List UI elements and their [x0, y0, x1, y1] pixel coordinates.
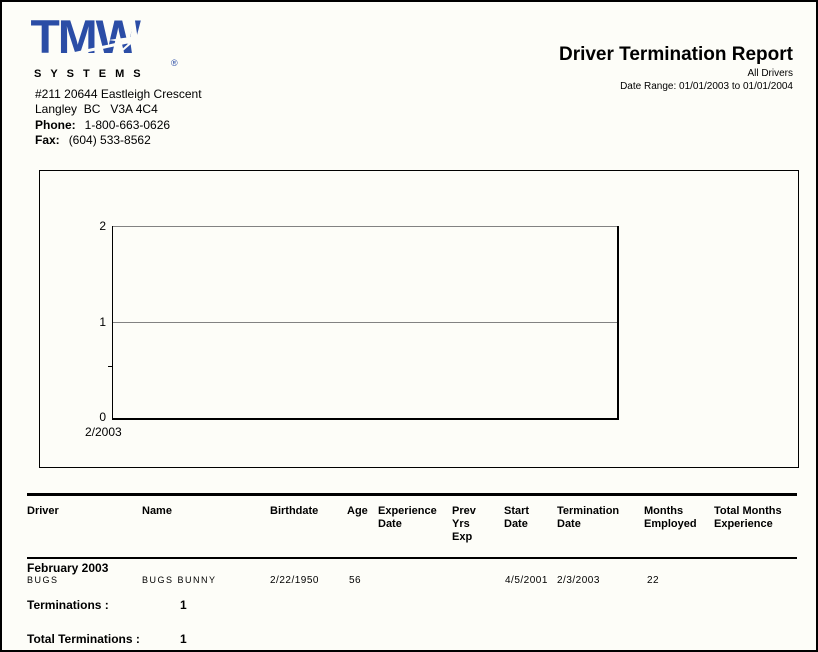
- total-terminations-label: Total Terminations :: [27, 632, 140, 646]
- cell-driver: BUGS: [27, 575, 59, 585]
- table-top-rule: [27, 493, 797, 496]
- cell-age: 56: [349, 575, 362, 586]
- cell-birthdate: 2/22/1950: [270, 575, 319, 586]
- col-header-prev-yrs-exp: Prev Yrs Exp: [452, 505, 476, 543]
- x-tick-label: 2/2003: [85, 425, 122, 439]
- y-tick-label-2: 2: [99, 219, 106, 233]
- col-header-experience-date: Experience Date: [378, 505, 437, 530]
- table-header-rule: [27, 557, 797, 559]
- terminations-value: 1: [180, 598, 187, 612]
- plot-top-line: [113, 226, 618, 227]
- cell-months-employed: 22: [647, 575, 660, 586]
- phone-row: Phone: 1-800-663-0626: [35, 118, 170, 132]
- company-logo: TMW ® SYSTEMS: [30, 10, 182, 84]
- y-axis-minor-tick: [108, 366, 112, 367]
- col-header-termination-date: Termination Date: [557, 505, 620, 530]
- fax-row: Fax: (604) 533-8562: [35, 133, 151, 147]
- report-subtitle: All Drivers: [747, 68, 793, 79]
- phone-label: Phone:: [35, 118, 76, 132]
- terminations-label: Terminations :: [27, 598, 109, 612]
- col-header-birthdate: Birthdate: [270, 505, 319, 517]
- y-tick-label-1: 1: [99, 315, 106, 329]
- col-header-name: Name: [142, 505, 172, 517]
- data-line-value-1: [113, 322, 618, 323]
- col-header-months-employed: Months Employed: [644, 505, 697, 530]
- registered-trademark-icon: ®: [171, 58, 178, 68]
- report-title: Driver Termination Report: [558, 44, 793, 65]
- col-header-age: Age: [347, 505, 368, 517]
- systems-label: SYSTEMS: [34, 68, 150, 80]
- fax-value: (604) 533-8562: [68, 133, 151, 147]
- cell-name: BUGS BUNNY: [142, 575, 217, 585]
- total-terminations-value: 1: [180, 632, 187, 646]
- plot-right-border: [617, 226, 619, 420]
- col-header-total-months-experience: Total Months Experience: [714, 505, 782, 530]
- terminations-chart: 2 1 0 2/2003: [39, 170, 799, 468]
- cell-start-date: 4/5/2001: [505, 575, 548, 586]
- fax-label: Fax:: [35, 133, 60, 147]
- tmw-logo-text: TMW: [30, 10, 141, 63]
- x-axis-line: [112, 418, 619, 420]
- report-date-range: Date Range: 01/01/2003 to 01/01/2004: [620, 81, 793, 92]
- col-header-driver: Driver: [27, 505, 59, 517]
- phone-value: 1-800-663-0626: [84, 118, 171, 132]
- y-axis-line: [112, 226, 113, 419]
- col-header-start-date: Start Date: [504, 505, 530, 530]
- y-tick-label-0: 0: [99, 410, 106, 424]
- address-line-1: #211 20644 Eastleigh Crescent: [35, 87, 202, 101]
- group-header: February 2003: [27, 561, 109, 575]
- cell-termination-date: 2/3/2003: [557, 575, 600, 586]
- address-line-2: Langley BC V3A 4C4: [35, 102, 158, 116]
